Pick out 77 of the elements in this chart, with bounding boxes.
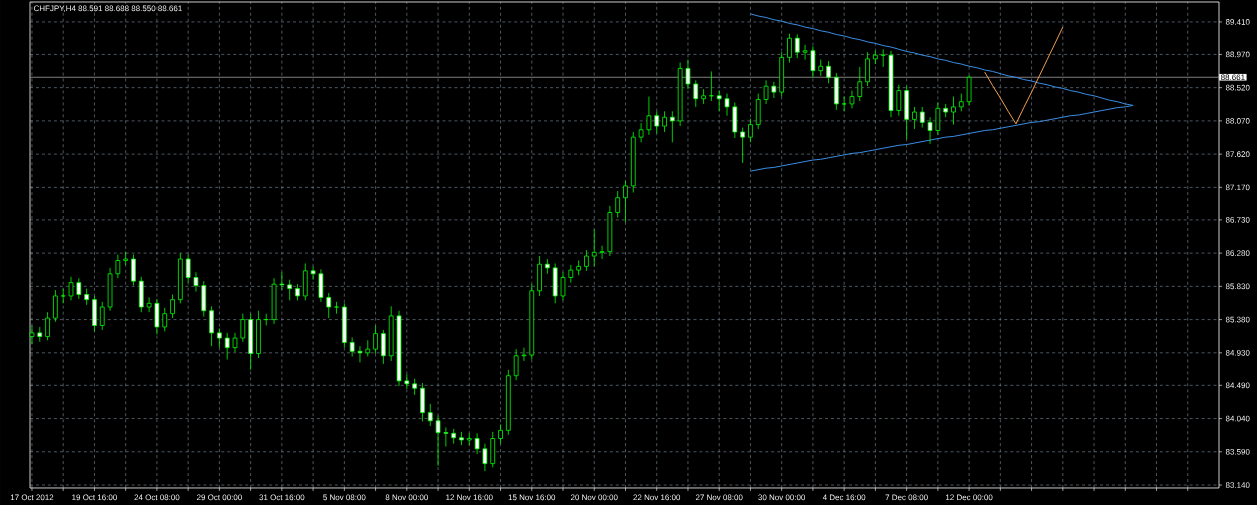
- candlestick: [669, 110, 675, 143]
- candlestick: [498, 424, 503, 445]
- candlestick: [591, 229, 597, 267]
- candlestick: [560, 271, 566, 301]
- candlestick: [794, 34, 800, 59]
- candlestick: [740, 127, 745, 164]
- candlestick: [217, 328, 222, 349]
- candlestick: [326, 292, 332, 319]
- candlestick: [638, 122, 644, 143]
- candlestick: [646, 96, 652, 136]
- candlestick: [693, 79, 699, 108]
- candlestick: [185, 254, 191, 284]
- candlestick: [810, 45, 816, 78]
- candlestick: [912, 106, 917, 130]
- candlestick: [381, 329, 386, 365]
- candlestick: [68, 276, 74, 301]
- candlestick: [787, 33, 792, 63]
- candlestick: [349, 336, 355, 357]
- candlestick: [584, 249, 589, 272]
- candlestick: [896, 84, 902, 117]
- candlestick: [209, 305, 214, 347]
- candlestick: [654, 110, 660, 134]
- candlestick: [170, 294, 175, 319]
- candlestick: [131, 254, 136, 287]
- candlestick: [841, 96, 847, 112]
- candlestick: [287, 279, 293, 301]
- candlestick: [334, 301, 339, 315]
- candlestick: [365, 339, 371, 357]
- candlestick: [474, 432, 480, 455]
- candlestick: [513, 348, 519, 381]
- candlestick: [662, 110, 667, 133]
- candlestick: [115, 254, 121, 279]
- candlestick: [466, 432, 472, 446]
- candlestick: [404, 373, 410, 390]
- candlestick: [240, 313, 246, 343]
- candlestick: [763, 79, 769, 105]
- candlestick: [373, 325, 378, 354]
- candlestick: [771, 81, 777, 99]
- candlestick: [443, 427, 449, 448]
- candlestick: [435, 415, 441, 467]
- candlestick: [701, 88, 706, 105]
- candlestick: [193, 271, 199, 292]
- candlestick: [279, 271, 285, 291]
- candlestick: [802, 44, 808, 60]
- candlestick: [951, 96, 956, 125]
- candlestick: [154, 298, 160, 335]
- candlestick: [919, 106, 925, 128]
- candlestick: [318, 268, 324, 303]
- candlestick: [935, 102, 941, 136]
- candlestick: [29, 325, 35, 345]
- candlestick: [99, 301, 105, 331]
- candlestick: [123, 251, 129, 266]
- candlestick: [232, 332, 238, 353]
- candlestick: [865, 51, 870, 87]
- candlestick: [615, 190, 621, 219]
- candlestick: [716, 90, 722, 112]
- candlestick: [45, 311, 50, 341]
- candlestick: [53, 289, 58, 323]
- candlestick: [310, 266, 316, 281]
- candlestick: [623, 180, 628, 223]
- candlestick: [849, 90, 855, 109]
- candlestick: [76, 277, 82, 300]
- candlestick: [685, 59, 691, 90]
- candlestick: [724, 93, 730, 117]
- candlestick: [162, 307, 168, 332]
- candlestick: [224, 332, 230, 360]
- candlestick: [60, 288, 66, 304]
- candlestick: [748, 118, 753, 143]
- candlestick: [521, 347, 527, 362]
- candlestick: [857, 66, 863, 102]
- candlestick: [482, 443, 488, 472]
- candlestick: [927, 116, 933, 145]
- candlestick: [599, 245, 605, 260]
- candlestick: [146, 297, 152, 313]
- candlestick: [427, 403, 433, 427]
- candlestick: [357, 345, 363, 363]
- candlestick: [826, 60, 831, 84]
